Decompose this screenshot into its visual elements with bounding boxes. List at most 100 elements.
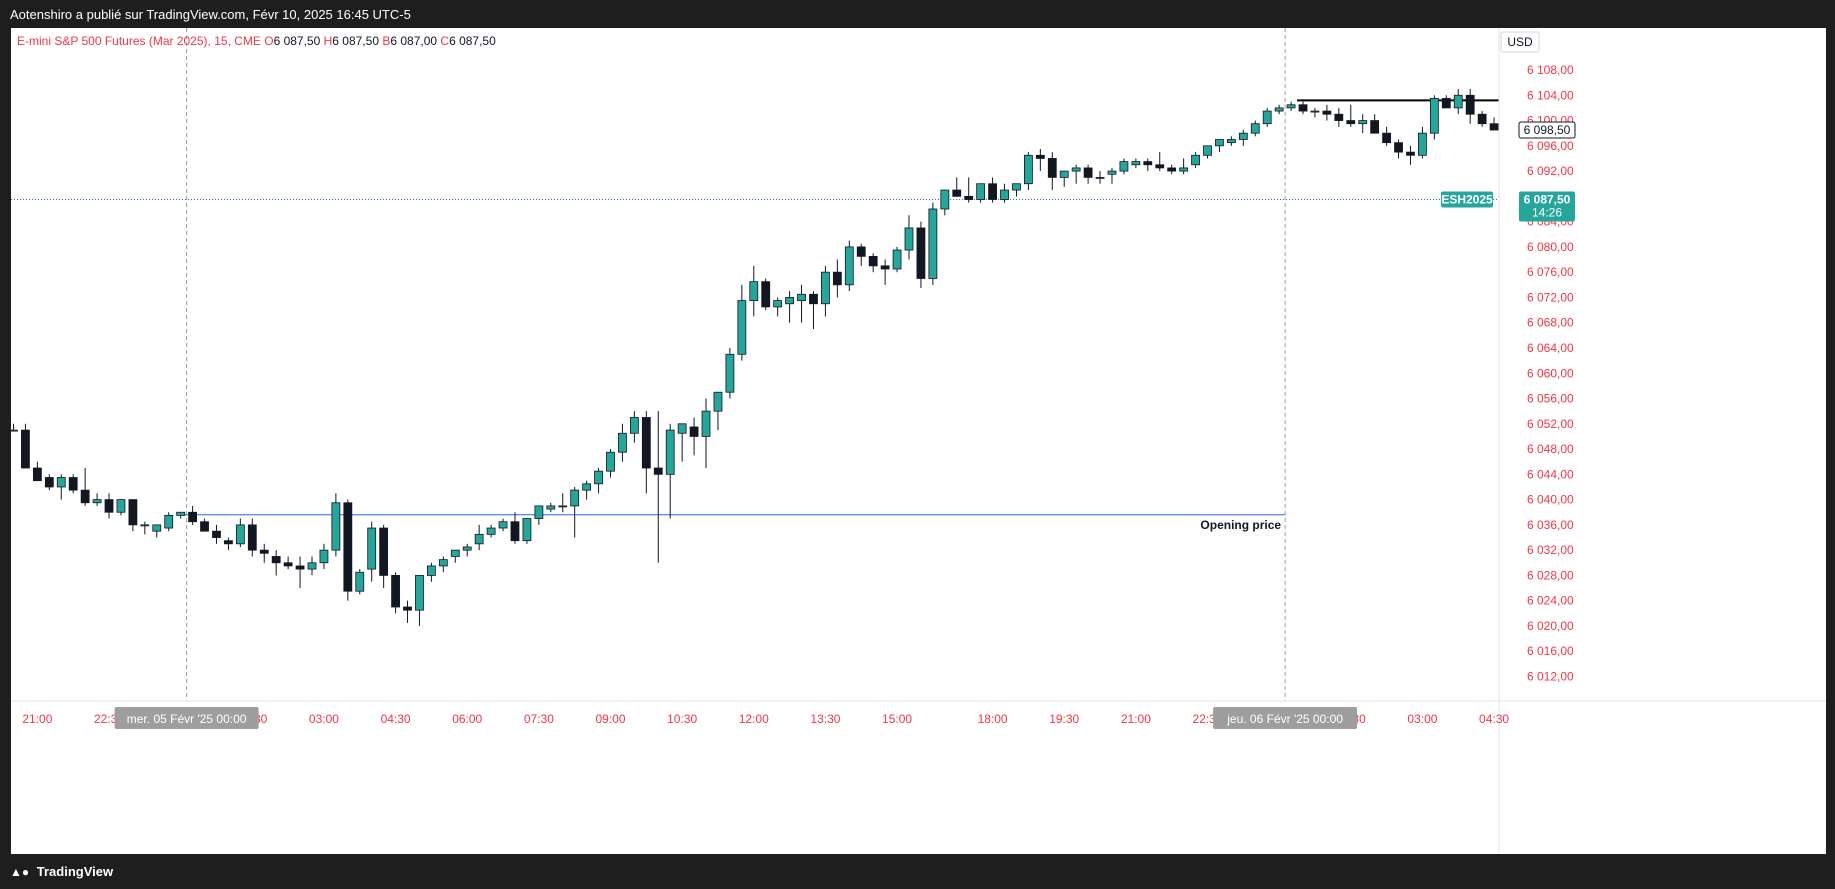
candle[interactable] xyxy=(1286,104,1296,109)
candle[interactable] xyxy=(1071,167,1081,172)
candle[interactable] xyxy=(1131,161,1141,166)
candle[interactable] xyxy=(785,297,794,305)
candle[interactable] xyxy=(438,559,448,567)
candle[interactable] xyxy=(856,246,866,257)
candle[interactable] xyxy=(21,429,30,469)
candle[interactable] xyxy=(725,353,735,393)
candle[interactable] xyxy=(1191,154,1200,166)
candle[interactable] xyxy=(1179,167,1189,172)
candle[interactable] xyxy=(534,505,544,519)
candle[interactable] xyxy=(1346,120,1356,125)
candle[interactable] xyxy=(1262,110,1272,125)
candle[interactable] xyxy=(224,540,233,545)
candle[interactable] xyxy=(1238,132,1248,140)
candle[interactable] xyxy=(56,477,66,488)
candle[interactable] xyxy=(355,571,365,592)
candle[interactable] xyxy=(653,467,663,475)
candle[interactable] xyxy=(44,477,54,488)
candle[interactable] xyxy=(988,183,997,200)
candle[interactable] xyxy=(1059,170,1069,178)
candle[interactable] xyxy=(809,293,818,305)
candle[interactable] xyxy=(152,524,162,532)
candle[interactable] xyxy=(1477,113,1487,125)
candle[interactable] xyxy=(1489,123,1499,131)
candle[interactable] xyxy=(641,417,651,469)
candle[interactable] xyxy=(1358,120,1368,125)
candle[interactable] xyxy=(235,524,245,545)
candle[interactable] xyxy=(546,505,556,510)
candle[interactable] xyxy=(1095,177,1105,179)
candle[interactable] xyxy=(713,391,723,412)
candle[interactable] xyxy=(868,255,878,267)
candle[interactable] xyxy=(976,183,986,200)
candle[interactable] xyxy=(188,511,198,523)
candle[interactable] xyxy=(1107,170,1117,175)
candle[interactable] xyxy=(1119,161,1129,172)
candle[interactable] xyxy=(1406,151,1415,156)
candle[interactable] xyxy=(486,527,496,535)
candle[interactable] xyxy=(1000,189,1009,200)
candle[interactable] xyxy=(1453,94,1463,109)
chart-area[interactable]: Opening price USD 6 012,00 6 016,00 6 020,00… xyxy=(11,28,1826,854)
candle[interactable] xyxy=(606,451,615,472)
candle[interactable] xyxy=(892,249,902,270)
candle[interactable] xyxy=(498,521,508,529)
candle[interactable] xyxy=(1334,113,1344,121)
candle[interactable] xyxy=(1394,142,1403,153)
candle[interactable] xyxy=(928,208,938,279)
symbol-legend[interactable]: E-mini S&P 500 Futures (Mar 2025), 15, C… xyxy=(17,34,496,48)
candle[interactable] xyxy=(1429,98,1439,134)
candle[interactable] xyxy=(462,546,472,551)
candle[interactable] xyxy=(1382,132,1391,144)
candle[interactable] xyxy=(295,565,305,570)
price-axis[interactable] xyxy=(1499,28,1826,711)
candle[interactable] xyxy=(737,300,747,355)
candle[interactable] xyxy=(773,300,783,308)
candle[interactable] xyxy=(200,521,209,532)
time-axis[interactable] xyxy=(11,701,1826,854)
candle[interactable] xyxy=(570,489,580,507)
candle[interactable] xyxy=(1418,132,1427,156)
candle[interactable] xyxy=(259,549,269,554)
candle[interactable] xyxy=(844,246,854,286)
candle[interactable] xyxy=(701,410,711,437)
candle[interactable] xyxy=(283,562,293,567)
candle[interactable] xyxy=(1203,145,1212,156)
candle[interactable] xyxy=(1250,123,1260,134)
candle[interactable] xyxy=(1215,139,1224,147)
candle[interactable] xyxy=(1310,110,1320,113)
candle[interactable] xyxy=(307,562,317,570)
candle[interactable] xyxy=(880,265,890,270)
candle[interactable] xyxy=(1143,161,1153,166)
candle[interactable] xyxy=(80,489,90,504)
candle[interactable] xyxy=(618,432,627,453)
candle[interactable] xyxy=(331,502,341,551)
candle[interactable] xyxy=(558,505,568,508)
candle[interactable] xyxy=(1298,104,1308,112)
candle[interactable] xyxy=(176,511,186,516)
candle[interactable] xyxy=(212,530,221,538)
candle[interactable] xyxy=(940,189,950,210)
candle[interactable] xyxy=(1012,183,1021,191)
candle[interactable] xyxy=(522,518,532,542)
candle[interactable] xyxy=(379,527,389,576)
candle[interactable] xyxy=(1155,164,1165,169)
candle[interactable] xyxy=(391,575,400,608)
candle[interactable] xyxy=(32,467,42,482)
candle[interactable] xyxy=(116,499,126,513)
candle[interactable] xyxy=(128,499,138,526)
candle[interactable] xyxy=(247,524,257,551)
candle[interactable] xyxy=(1322,110,1332,115)
candle[interactable] xyxy=(904,227,914,251)
candle[interactable] xyxy=(1465,94,1475,115)
candle[interactable] xyxy=(594,470,603,485)
candle[interactable] xyxy=(1370,120,1380,134)
candle[interactable] xyxy=(510,521,520,542)
candle[interactable] xyxy=(1226,139,1236,144)
candle[interactable] xyxy=(964,195,974,200)
brand[interactable]: ▲● TradingView xyxy=(10,864,113,879)
candle[interactable] xyxy=(92,499,102,504)
candle[interactable] xyxy=(1047,158,1057,178)
candle[interactable] xyxy=(1274,107,1284,112)
candle[interactable] xyxy=(11,429,18,432)
